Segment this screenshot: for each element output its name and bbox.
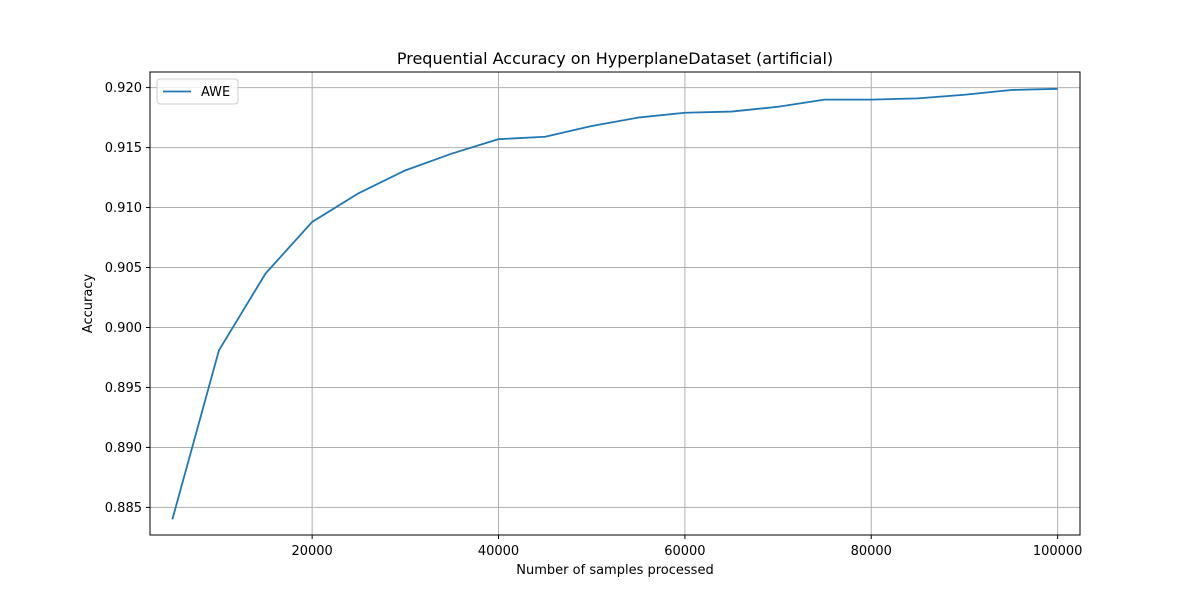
x-tick-label: 80000 [851,544,892,559]
y-tick-label: 0.885 [105,501,142,516]
y-tick-label: 0.895 [105,381,142,396]
x-tick-label: 60000 [664,544,705,559]
y-tick-label: 0.890 [105,441,142,456]
x-tick-label: 40000 [478,544,519,559]
x-axis: 20000 40000 60000 80000 100000 [291,535,1082,559]
y-tick-label: 0.905 [105,261,142,276]
legend-box [156,78,239,105]
x-tick-label: 20000 [291,544,332,559]
legend-entry-label: AWE [201,85,230,100]
grid [150,72,1080,535]
chart-title: Prequential Accuracy on HyperplaneDatase… [397,49,833,68]
series-layer [171,87,1058,520]
x-axis-label: Number of samples processed [516,563,713,578]
y-tick-label: 0.900 [105,321,142,336]
plot-frame [149,71,1081,536]
series-line-awe [171,87,1058,520]
x-tick-label: 100000 [1033,544,1083,559]
y-tick-label: 0.915 [105,141,142,156]
legend: AWE [156,78,239,105]
y-tick-label: 0.920 [105,81,142,96]
y-axis: 0.885 0.890 0.895 0.900 0.905 0.910 0.915 0.920 [105,81,150,516]
y-tick-label: 0.910 [105,201,142,216]
y-axis-label: Accuracy [81,274,96,334]
